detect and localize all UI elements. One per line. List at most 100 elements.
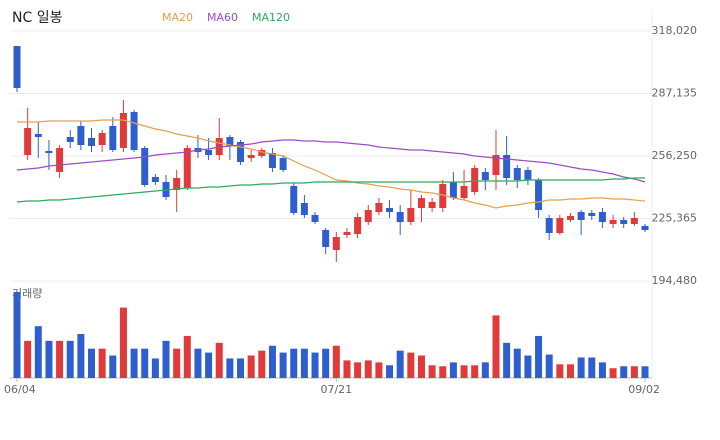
candle-body (588, 212, 596, 216)
volume-bar (503, 342, 511, 378)
candle-body (513, 168, 521, 181)
volume-bar (481, 362, 489, 378)
candle-body (556, 217, 564, 234)
volume-bar (247, 355, 255, 378)
volume-bar (268, 345, 276, 378)
candle-body (119, 113, 127, 148)
volume-bar (513, 348, 521, 378)
ma-line (16, 139, 646, 183)
candle-body (290, 185, 298, 213)
candle-body (577, 211, 585, 220)
candle-body (141, 147, 149, 186)
candle-body (56, 147, 64, 172)
candle-body (481, 171, 489, 181)
candle-body (396, 211, 404, 222)
volume-bar (364, 360, 372, 378)
candle-body (98, 133, 106, 146)
candle-body (535, 180, 543, 210)
candle-body (641, 225, 649, 231)
volume-bar (630, 366, 638, 378)
volume-bar (141, 348, 149, 378)
candle-body (311, 214, 319, 222)
volume-bar (66, 340, 74, 378)
volume-bar (343, 360, 351, 378)
volume-bar (237, 358, 245, 378)
candle-body (173, 178, 181, 191)
candle-body (428, 201, 436, 208)
candle-body (503, 154, 511, 179)
candle-body (417, 198, 425, 208)
volume-bar (24, 340, 32, 378)
volume-bar (226, 358, 234, 378)
candle-body (24, 128, 32, 155)
volume-bar (386, 365, 394, 378)
volume-bar (492, 315, 500, 378)
candle-body (226, 137, 234, 146)
candle-body (407, 207, 415, 222)
volume-bar (215, 342, 223, 378)
volume-bar (545, 354, 553, 378)
legend-entry: MA120 (252, 11, 290, 24)
legend-entry: MA60 (207, 11, 238, 24)
volume-bar (45, 340, 53, 378)
volume-bar (524, 355, 532, 378)
volume-bar (205, 352, 213, 378)
volume-bar (56, 340, 64, 378)
candle-body (545, 217, 553, 234)
candle-body (386, 207, 394, 212)
candle-body (130, 112, 138, 150)
legend-entry: MA20 (162, 11, 193, 24)
volume-bar (439, 366, 447, 378)
volume-bar (300, 348, 308, 378)
candle-body (375, 202, 383, 212)
candle-body (354, 216, 362, 234)
volume-bar (151, 358, 159, 378)
candle-body (34, 133, 42, 138)
x-tick-label: 07/21 (320, 383, 352, 396)
candle-body (279, 158, 287, 170)
candle-body (598, 211, 606, 222)
ma-line (17, 119, 646, 209)
candle-body (13, 46, 21, 89)
volume-bar (173, 348, 181, 378)
volume-bar (620, 366, 628, 378)
candle-body (439, 184, 447, 208)
y-tick-label: 194,480 (652, 274, 698, 287)
volume-bar (449, 362, 457, 378)
volume-bar (77, 334, 85, 378)
x-tick-label: 09/02 (628, 383, 660, 396)
y-tick-label: 318,020 (652, 24, 698, 37)
ma-line (16, 177, 645, 203)
candle-body (237, 142, 245, 162)
candle-body (247, 154, 255, 159)
volume-bar (194, 348, 202, 378)
candle-body (460, 185, 468, 199)
candle-body (364, 209, 372, 222)
volume-bar (566, 364, 574, 378)
volume-bar (290, 348, 298, 378)
candle-body (151, 176, 159, 183)
volume-bar (109, 355, 117, 378)
candle-body (322, 230, 330, 248)
candle-body (620, 219, 628, 224)
y-tick-label: 225,365 (652, 211, 698, 224)
candle-body (77, 126, 85, 146)
volume-bar (375, 362, 383, 378)
volume-bar (279, 352, 287, 378)
candle-body (471, 168, 479, 193)
volume-bar (471, 365, 479, 378)
candle-body (88, 138, 96, 146)
volume-bar (130, 348, 138, 378)
candle-body (183, 147, 191, 188)
volume-bar (13, 291, 21, 378)
volume-bar (354, 362, 362, 378)
candle-body (300, 202, 308, 215)
volume-bar (460, 365, 468, 378)
volume-bar (641, 366, 649, 378)
candle-body (343, 232, 351, 236)
volume-bar (407, 352, 415, 378)
y-tick-label: 287,135 (652, 86, 698, 99)
volume-bar (417, 355, 425, 378)
candle-body (109, 126, 117, 150)
